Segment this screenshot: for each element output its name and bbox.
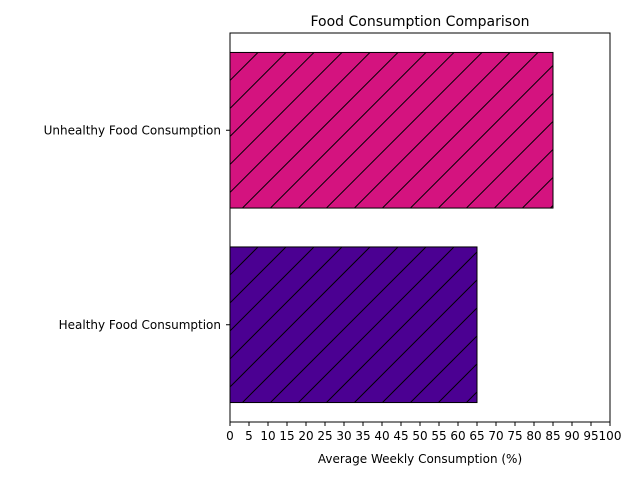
x-tick-label: 100 (599, 429, 622, 443)
x-tick-label: 75 (507, 429, 522, 443)
x-tick-label: 30 (336, 429, 351, 443)
x-tick-label: 0 (226, 429, 234, 443)
bars-layer (229, 51, 554, 404)
x-tick-label: 65 (469, 429, 484, 443)
x-tick-label: 85 (545, 429, 560, 443)
x-axis-label: Average Weekly Consumption (%) (318, 452, 522, 466)
x-tick-label: 15 (279, 429, 294, 443)
chart-title: Food Consumption Comparison (310, 14, 529, 30)
bar-hatch (230, 52, 553, 209)
bar-hatch (230, 246, 477, 403)
x-tick-label: 70 (488, 429, 503, 443)
x-axis-ticks: 0 5 10 15 20 25 30 35 40 45 50 55 60 65 70 75 80 85 90 95 10… (226, 422, 621, 443)
x-tick-label: 25 (317, 429, 332, 443)
x-tick-label: 20 (298, 429, 313, 443)
y-axis-ticks: Healthy Food Consumption Unhealthy Food C… (44, 123, 230, 332)
x-tick-label: 50 (412, 429, 427, 443)
bar-0 (229, 246, 478, 404)
bar-fill (230, 246, 477, 403)
x-tick-label: 90 (564, 429, 579, 443)
x-tick-label: 40 (374, 429, 389, 443)
bar-1 (229, 51, 554, 209)
y-tick-label: Healthy Food Consumption (59, 318, 221, 332)
x-tick-label: 10 (260, 429, 275, 443)
x-tick-label: 60 (450, 429, 465, 443)
x-tick-label: 55 (431, 429, 446, 443)
x-tick-label: 45 (393, 429, 408, 443)
y-tick-label: Unhealthy Food Consumption (44, 123, 221, 137)
bar-fill (230, 52, 553, 209)
x-tick-label: 80 (526, 429, 541, 443)
x-tick-label: 95 (583, 429, 598, 443)
x-tick-label: 35 (355, 429, 370, 443)
x-tick-label: 5 (245, 429, 253, 443)
